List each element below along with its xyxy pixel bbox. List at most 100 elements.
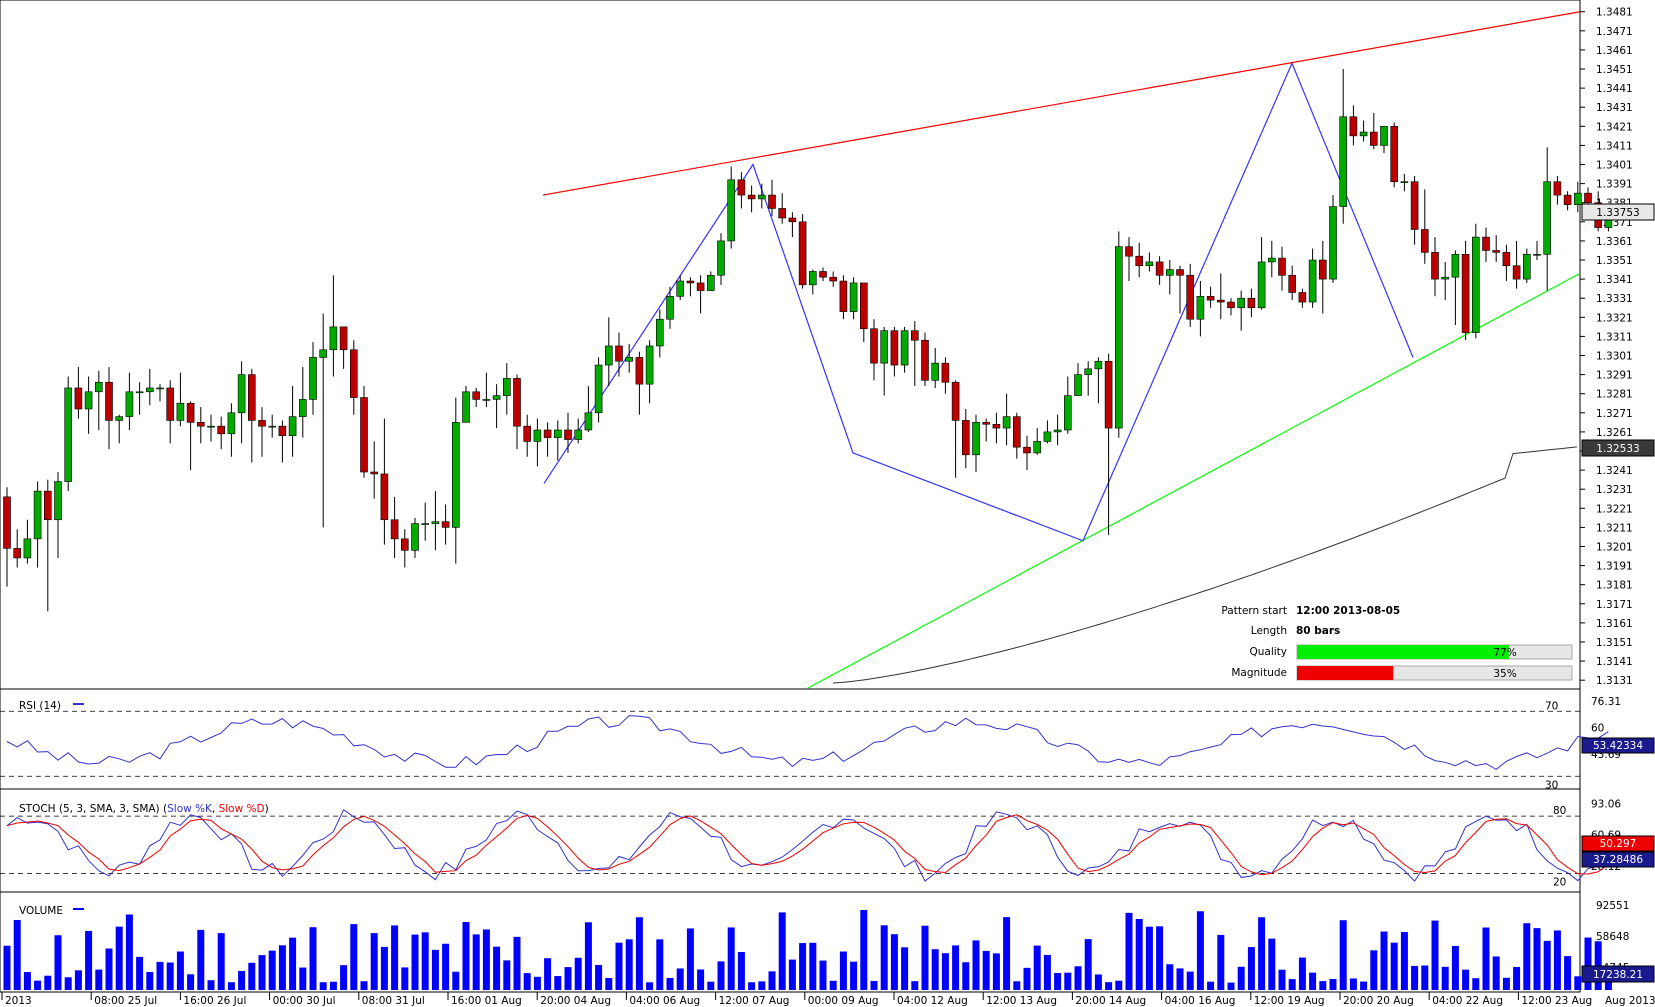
volume-bar: [1370, 950, 1378, 990]
candle: [778, 193, 787, 224]
volume-bar: [1329, 978, 1337, 990]
candle: [625, 344, 634, 373]
candle: [156, 384, 164, 402]
candle: [3, 487, 11, 587]
volume-bar: [1349, 978, 1357, 990]
volume-bar: [1247, 947, 1255, 990]
candle: [1115, 231, 1123, 438]
volume-bar: [727, 927, 735, 990]
candle: [1145, 252, 1154, 272]
candle: [676, 275, 685, 301]
magnitude-percent: 35%: [1493, 668, 1516, 680]
candle: [125, 372, 134, 430]
quality-percent: 77%: [1493, 647, 1516, 659]
volume-bar: [462, 921, 470, 990]
candle: [1482, 227, 1490, 262]
candle: [1227, 298, 1235, 316]
time-tick-label: 04:00 16 Aug: [1165, 995, 1236, 1007]
candle: [604, 317, 613, 387]
candle: [370, 441, 379, 499]
volume-bar: [1094, 974, 1102, 990]
candle: [451, 397, 460, 564]
volume-bar: [717, 961, 725, 990]
volume-bar: [901, 947, 909, 990]
candle: [462, 386, 470, 423]
volume-bar: [1564, 956, 1572, 990]
volume-bar: [1298, 957, 1306, 990]
candle: [696, 275, 705, 314]
volume-bar: [1074, 966, 1082, 990]
volume-bar: [503, 960, 511, 990]
volume-axis-label: 58648: [1596, 931, 1629, 943]
volume-bar: [1421, 965, 1429, 990]
candle: [431, 491, 440, 551]
volume-bar: [1319, 981, 1327, 990]
candle: [737, 172, 746, 209]
candle: [298, 366, 307, 438]
volume-bar: [707, 981, 715, 990]
volume-bar: [1166, 964, 1174, 990]
candle: [747, 185, 756, 213]
volume-bar: [1339, 920, 1347, 990]
candle: [1084, 361, 1092, 396]
candle: [54, 472, 62, 558]
candle: [1053, 414, 1062, 446]
candle: [43, 479, 52, 612]
candle: [1298, 288, 1307, 308]
candle: [1400, 174, 1409, 192]
volume-bar: [74, 970, 82, 990]
sma-value-tag: 1.32533: [1581, 439, 1655, 457]
candle: [1543, 147, 1551, 291]
price-tick-label: 1.3311: [1596, 331, 1633, 343]
volume-bar: [85, 930, 93, 990]
candle: [1502, 244, 1511, 282]
price-tick-label: 1.3361: [1596, 236, 1633, 248]
price-tick-label: 1.3481: [1596, 7, 1633, 19]
candle: [890, 326, 899, 377]
volume-bar: [329, 981, 337, 990]
price-tick-label: 1.3351: [1596, 255, 1633, 267]
volume-bar: [1431, 920, 1439, 990]
volume-bar: [431, 949, 439, 990]
volume-bar: [1227, 982, 1235, 990]
candle: [553, 420, 562, 461]
price-tick-label: 1.3151: [1596, 637, 1633, 649]
volume-bar: [1533, 928, 1541, 990]
zigzag-pattern: [543, 61, 1414, 542]
volume-bar: [982, 950, 990, 990]
candle: [1033, 428, 1041, 455]
volume-bar: [1584, 937, 1592, 990]
volume-bar: [1013, 981, 1021, 990]
candle: [1186, 263, 1194, 327]
time-axis: 2013 08:00 25 Jul 16:00 26 Jul 00:00 30 Jul…: [1, 992, 1592, 1007]
candle: [472, 387, 481, 408]
price-tick-label: 1.3161: [1596, 618, 1633, 630]
volume-bar: [737, 952, 745, 990]
candle: [829, 271, 838, 287]
candle: [798, 214, 807, 289]
volume-bar: [768, 971, 776, 990]
volume-bar: [697, 969, 705, 990]
candle: [1247, 288, 1256, 318]
candle: [1074, 363, 1082, 396]
quality-label: Quality: [1249, 646, 1287, 658]
candle: [339, 326, 348, 369]
volume-bar: [34, 980, 42, 990]
time-tick-label: 2013: [5, 995, 32, 1007]
candle: [1288, 265, 1296, 301]
candle: [686, 277, 695, 297]
volume-bar: [1441, 966, 1449, 990]
volume-bar: [350, 924, 358, 990]
volume-bar: [921, 925, 929, 990]
volume-bar: [564, 967, 572, 990]
candle: [13, 529, 21, 568]
candle: [492, 384, 501, 429]
volume-bar: [1411, 965, 1419, 990]
volume-bar: [1309, 972, 1317, 990]
candle: [1574, 181, 1582, 213]
candle: [135, 382, 144, 415]
volume-bar: [197, 929, 205, 990]
candle: [237, 361, 246, 444]
